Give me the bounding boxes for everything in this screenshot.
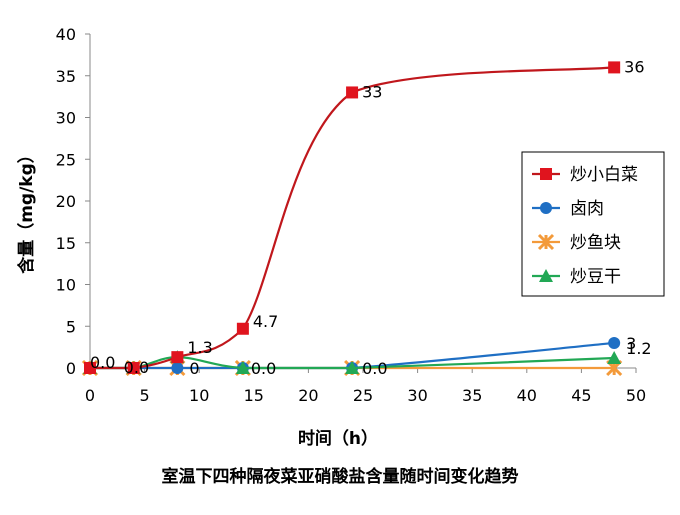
data-point bbox=[84, 362, 96, 374]
x-tick-label: 35 bbox=[462, 386, 482, 405]
series-0 bbox=[84, 61, 621, 374]
data-label: 36 bbox=[624, 57, 644, 76]
legend-marker bbox=[537, 233, 555, 251]
legend-label: 炒鱼块 bbox=[570, 233, 621, 253]
y-axis-title: 含量（mg/kg） bbox=[16, 146, 37, 274]
data-label: 0.0 bbox=[90, 353, 115, 372]
y-tick-label: 25 bbox=[56, 150, 76, 169]
y-tick-label: 30 bbox=[56, 109, 76, 128]
data-labels: 0 0.0 0.0 3 1.3 1.2 0.0 0.0 4.7 33 36 bbox=[90, 57, 652, 378]
legend-label: 炒豆干 bbox=[570, 267, 621, 287]
y-tick-label: 10 bbox=[56, 276, 76, 295]
x-tick-label: 25 bbox=[353, 386, 373, 405]
legend-label: 卤肉 bbox=[570, 199, 604, 219]
data-point bbox=[171, 362, 184, 374]
data-point bbox=[171, 351, 184, 364]
data-label: 1.2 bbox=[626, 339, 651, 358]
legend-entry: 卤肉 bbox=[532, 199, 604, 219]
x-tick-label: 15 bbox=[244, 386, 264, 405]
data-point bbox=[608, 336, 621, 349]
data-point bbox=[235, 361, 250, 374]
y-tick-label: 0 bbox=[66, 359, 76, 378]
y-tick-label: 20 bbox=[56, 192, 76, 211]
data-label: 33 bbox=[362, 82, 382, 101]
series-layer bbox=[81, 61, 623, 377]
x-tick-label: 40 bbox=[517, 386, 537, 405]
data-point bbox=[608, 61, 621, 74]
x-axis-title: 时间（h） bbox=[298, 428, 378, 449]
x-tick-label: 10 bbox=[189, 386, 209, 405]
y-tick-label: 5 bbox=[66, 317, 76, 336]
legend-label: 炒小白菜 bbox=[570, 165, 638, 185]
legend-entry: 炒鱼块 bbox=[532, 233, 621, 253]
y-tick-label: 40 bbox=[56, 25, 76, 44]
data-label: 3 bbox=[626, 334, 636, 353]
legend-marker bbox=[540, 168, 552, 180]
data-label: 1.3 bbox=[187, 338, 212, 357]
y-tick-label: 15 bbox=[56, 234, 76, 253]
x-tick-label: 5 bbox=[140, 386, 150, 405]
data-label: 0.0 bbox=[251, 359, 276, 378]
data-label: 0.0 bbox=[124, 358, 149, 377]
x-tick-label: 30 bbox=[407, 386, 427, 405]
y-tick-label: 35 bbox=[56, 67, 76, 86]
x-tick-label: 0 bbox=[85, 386, 95, 405]
data-point bbox=[127, 362, 140, 374]
data-point bbox=[607, 350, 622, 364]
legend-entry: 炒豆干 bbox=[532, 267, 621, 287]
legend-entry: 炒小白菜 bbox=[532, 165, 638, 185]
data-point bbox=[236, 322, 249, 335]
data-label: 0 bbox=[189, 359, 199, 378]
x-tick-label: 20 bbox=[298, 386, 318, 405]
chart-title: 室温下四种隔夜菜亚硝酸盐含量随时间变化趋势 bbox=[162, 466, 519, 487]
data-point bbox=[346, 86, 359, 99]
x-tick-label: 50 bbox=[626, 386, 646, 405]
data-label: 0.0 bbox=[362, 359, 387, 378]
data-point bbox=[345, 361, 360, 374]
legend-marker bbox=[539, 269, 553, 282]
x-tick-label: 45 bbox=[571, 386, 591, 405]
data-label: 4.7 bbox=[253, 312, 278, 331]
legend-marker bbox=[540, 202, 552, 214]
